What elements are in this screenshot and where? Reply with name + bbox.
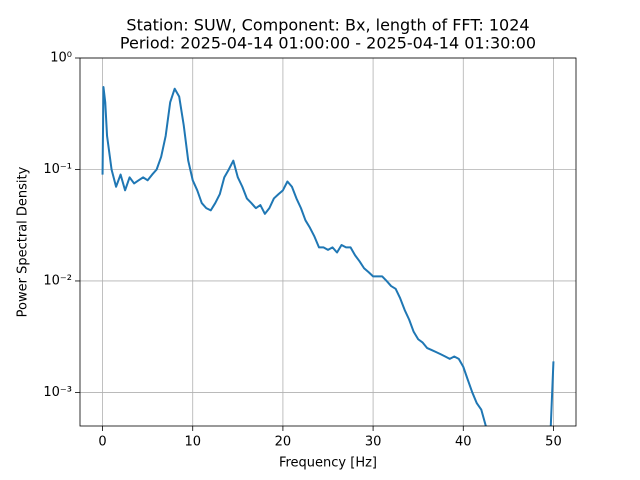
- y-tick-label: 10⁻¹: [43, 162, 72, 177]
- x-tick-label: 20: [275, 435, 292, 450]
- plot-frame: [79, 57, 577, 427]
- x-tick-label: 30: [365, 435, 382, 450]
- y-tick-label: 10⁻²: [43, 273, 72, 288]
- x-tick-label: 0: [98, 435, 106, 450]
- data-line: [101, 85, 555, 426]
- x-tick-label: 50: [545, 435, 562, 450]
- y-tick-label: 10⁰: [50, 51, 72, 66]
- x-tick-label: 40: [455, 435, 472, 450]
- y-tick-label: 10⁻³: [43, 385, 72, 400]
- chart-title: Period: 2025-04-14 01:00:00 - 2025-04-14…: [120, 34, 536, 53]
- plot: 0 10 20 30 40 50 10⁻³ 10⁻² 10⁻¹ 10⁰: [43, 51, 577, 450]
- x-tick-label: 10: [184, 435, 201, 450]
- x-axis-label: Frequency [Hz]: [279, 456, 377, 471]
- y-axis-label: Power Spectral Density: [16, 166, 31, 317]
- chart-title: Station: SUW, Component: Bx, length of F…: [126, 16, 529, 35]
